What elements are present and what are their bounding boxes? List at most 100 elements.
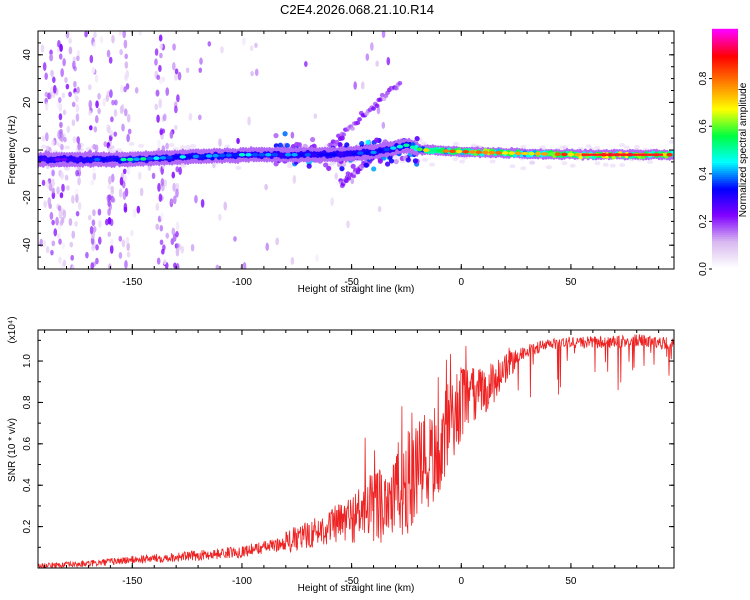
halo-speck [668, 139, 674, 144]
colorbar-swatch [712, 192, 738, 196]
figure-title: C2E4.2026.068.21.10.R14 [280, 2, 434, 17]
noise-speck [154, 48, 159, 56]
noise-speck [41, 179, 46, 186]
ridge-core [120, 157, 127, 162]
noise-speck [44, 72, 48, 81]
colorbar-swatch [712, 56, 738, 60]
noise-speck [51, 187, 55, 194]
turbulent-point [365, 139, 371, 146]
noise-speck [247, 116, 251, 126]
noise-speck [200, 198, 205, 208]
noise-speck [73, 80, 77, 88]
ridge-core [212, 153, 219, 158]
ridge-core [258, 152, 265, 157]
colorbar-swatch [712, 162, 738, 166]
noise-speck [190, 243, 195, 252]
halo-speck [53, 141, 60, 146]
colorbar-swatch [712, 216, 738, 220]
noise-speck [156, 114, 160, 123]
noise-speck [95, 257, 99, 265]
noise-speck [154, 103, 159, 111]
noise-speck [138, 31, 142, 36]
ridge-core [455, 149, 463, 154]
noise-speck [94, 74, 99, 83]
colorbar-swatch [712, 32, 738, 36]
colorbar-swatch [712, 64, 738, 68]
noise-speck [360, 81, 365, 90]
noise-speck [59, 192, 64, 199]
colorbar-swatch [712, 152, 738, 156]
noise-speck [93, 31, 97, 39]
turbulent-point [284, 143, 290, 149]
colorbar-swatch [712, 130, 738, 134]
noise-speck [64, 174, 69, 181]
ridge-core [344, 152, 351, 156]
noise-speck [123, 86, 127, 93]
colorbar-swatch [712, 208, 738, 212]
noise-speck [94, 115, 99, 124]
noise-speck [158, 98, 163, 104]
colorbar-swatch [712, 44, 738, 48]
noise-speck [124, 260, 128, 269]
ridge-core [462, 149, 469, 154]
ridge-core [74, 157, 81, 162]
y-tick-label: 0.4 [22, 478, 33, 492]
noise-speck [84, 31, 88, 38]
colorbar-swatch [712, 196, 738, 200]
colorbar-swatch [712, 230, 738, 234]
noise-speck [126, 242, 130, 252]
noise-speck [69, 241, 74, 248]
ridge-core [107, 157, 114, 162]
x-tick-label: -150 [122, 576, 142, 587]
noise-speck [292, 174, 297, 184]
noise-speck [134, 87, 139, 94]
noise-speck [95, 244, 99, 251]
colorbar-swatch [712, 236, 738, 240]
noise-speck [119, 84, 124, 93]
ridge-core [666, 152, 673, 157]
noise-speck [118, 188, 123, 198]
noise-speck [176, 242, 180, 249]
colorbar-swatch [712, 240, 738, 244]
noise-speck [75, 113, 80, 122]
ridge-core [363, 150, 371, 155]
noise-speck [249, 45, 254, 52]
halo-speck [559, 145, 566, 150]
colorbar-swatch [712, 72, 738, 76]
colorbar-swatch [712, 126, 738, 130]
ridge-core [469, 150, 476, 154]
halo-speck [623, 145, 630, 150]
noise-speck [175, 230, 179, 238]
colorbar-swatch [712, 100, 738, 104]
colorbar-swatch [712, 114, 738, 118]
noise-speck [122, 31, 126, 39]
noise-speck [68, 37, 72, 44]
noise-speck [171, 227, 176, 236]
branch-point [350, 126, 355, 131]
noise-speck [40, 44, 45, 53]
noise-speck [51, 219, 55, 226]
ridge-core [482, 150, 489, 155]
noise-speck [45, 101, 49, 111]
noise-speck [107, 184, 112, 190]
ridge-core [67, 157, 75, 162]
noise-speck [124, 61, 129, 69]
halo-speck [190, 143, 197, 148]
colorbar-swatch [712, 154, 738, 158]
ridge-core [521, 151, 529, 156]
spectrogram-ridge [38, 137, 674, 169]
noise-speck [250, 70, 254, 77]
ridge-core [265, 152, 272, 157]
noise-speck [118, 31, 122, 36]
noise-speck [155, 89, 159, 97]
halo-speck [529, 161, 536, 166]
colorbar-swatch [712, 142, 738, 146]
ridge-core [126, 157, 134, 162]
turbulent-point [344, 142, 350, 148]
ridge-core [429, 148, 436, 153]
colorbar-swatch [712, 226, 738, 230]
colorbar-swatch [712, 190, 738, 194]
turbulent-point [282, 131, 288, 137]
noise-speck [68, 218, 73, 226]
noise-speck [49, 86, 54, 96]
